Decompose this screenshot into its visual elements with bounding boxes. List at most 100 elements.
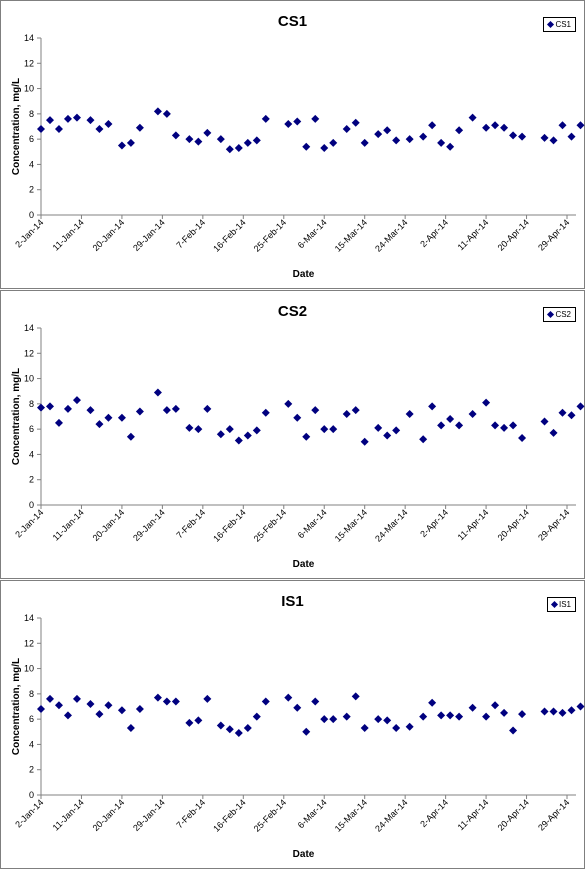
data-point (383, 431, 392, 440)
data-point (95, 420, 104, 429)
x-tick-label: 11-Apr-14 (456, 507, 491, 542)
legend-label: CS1 (555, 20, 571, 29)
data-point (360, 723, 369, 732)
data-point (216, 721, 225, 730)
data-point (185, 718, 194, 727)
data-point (117, 413, 126, 422)
x-tick-label: 29-Apr-14 (536, 507, 571, 542)
data-point (216, 135, 225, 144)
data-point (320, 425, 329, 434)
data-point (405, 722, 414, 731)
data-point (540, 133, 549, 142)
x-tick-label: 15-Mar-14 (333, 217, 369, 253)
data-point (320, 143, 329, 152)
data-point (261, 114, 270, 123)
data-point (482, 712, 491, 721)
y-tick-label: 6 (29, 424, 34, 434)
data-point (500, 423, 509, 432)
x-tick-label: 11-Jan-14 (51, 797, 86, 832)
data-point (284, 119, 293, 128)
y-tick-label: 12 (24, 348, 34, 358)
data-point (405, 409, 414, 418)
data-point (104, 701, 113, 710)
data-point (86, 116, 95, 125)
data-point (37, 705, 45, 714)
x-tick-label: 6-Mar-14 (296, 507, 329, 540)
data-point (243, 138, 252, 147)
data-point (468, 409, 477, 418)
data-point (329, 425, 338, 434)
x-tick-label: 11-Apr-14 (456, 797, 491, 832)
data-point (509, 421, 518, 430)
y-tick-label: 4 (29, 739, 34, 749)
data-point (558, 708, 567, 717)
y-tick-label: 0 (29, 210, 34, 220)
data-point (500, 708, 509, 717)
data-point (171, 131, 180, 140)
data-point (455, 126, 464, 135)
data-point (234, 436, 243, 445)
x-tick-label: 11-Jan-14 (51, 507, 86, 542)
data-point (261, 697, 270, 706)
y-tick-label: 6 (29, 714, 34, 724)
x-tick-label: 7-Feb-14 (174, 797, 207, 830)
data-point (518, 433, 527, 442)
data-point (518, 710, 527, 719)
x-tick-label: 25-Feb-14 (252, 797, 288, 833)
data-point (446, 415, 455, 424)
data-point (491, 421, 500, 430)
data-point (72, 396, 81, 405)
data-point (243, 723, 252, 732)
y-tick-label: 8 (29, 109, 34, 119)
data-point (117, 141, 126, 150)
data-point (446, 711, 455, 720)
y-tick-label: 10 (24, 664, 34, 674)
y-tick-label: 14 (24, 613, 34, 623)
x-tick-label: 24-Mar-14 (373, 217, 409, 253)
y-tick-label: 12 (24, 638, 34, 648)
y-tick-label: 8 (29, 689, 34, 699)
data-point (374, 423, 383, 432)
x-tick-label: 11-Apr-14 (456, 217, 491, 252)
y-tick-label: 6 (29, 134, 34, 144)
data-point (194, 716, 203, 725)
data-point (153, 388, 162, 397)
data-point (509, 131, 518, 140)
legend-label: IS1 (558, 600, 571, 609)
data-point (104, 119, 113, 128)
y-tick-label: 14 (24, 323, 34, 333)
data-point (360, 138, 369, 147)
y-tick-label: 4 (29, 159, 34, 169)
data-point (446, 142, 455, 151)
data-point (437, 711, 446, 720)
chart-title: CS2 (277, 303, 308, 320)
data-point (302, 727, 311, 736)
data-point (72, 694, 81, 703)
data-point (203, 128, 212, 137)
y-tick-label: 4 (29, 449, 34, 459)
data-point (509, 726, 518, 735)
y-tick-label: 0 (29, 500, 34, 510)
x-tick-label: 15-Mar-14 (333, 507, 369, 543)
data-point (293, 413, 302, 422)
x-tick-label: 2-Jan-14 (13, 217, 45, 249)
data-point (342, 125, 351, 134)
data-point (567, 411, 576, 420)
data-point (203, 404, 212, 413)
data-point (37, 403, 45, 412)
x-tick-label: 2-Jan-14 (13, 507, 45, 539)
data-point (63, 114, 72, 123)
data-point (284, 399, 293, 408)
data-point (576, 702, 585, 711)
data-point (428, 698, 437, 707)
x-tick-label: 16-Feb-14 (211, 797, 247, 833)
data-point (126, 723, 135, 732)
data-point (311, 697, 320, 706)
y-tick-label: 8 (29, 399, 34, 409)
data-point (437, 421, 446, 430)
y-axis-title: Concentration, mg/L (11, 368, 22, 465)
data-point (311, 114, 320, 123)
data-point (558, 121, 567, 130)
data-point (171, 697, 180, 706)
